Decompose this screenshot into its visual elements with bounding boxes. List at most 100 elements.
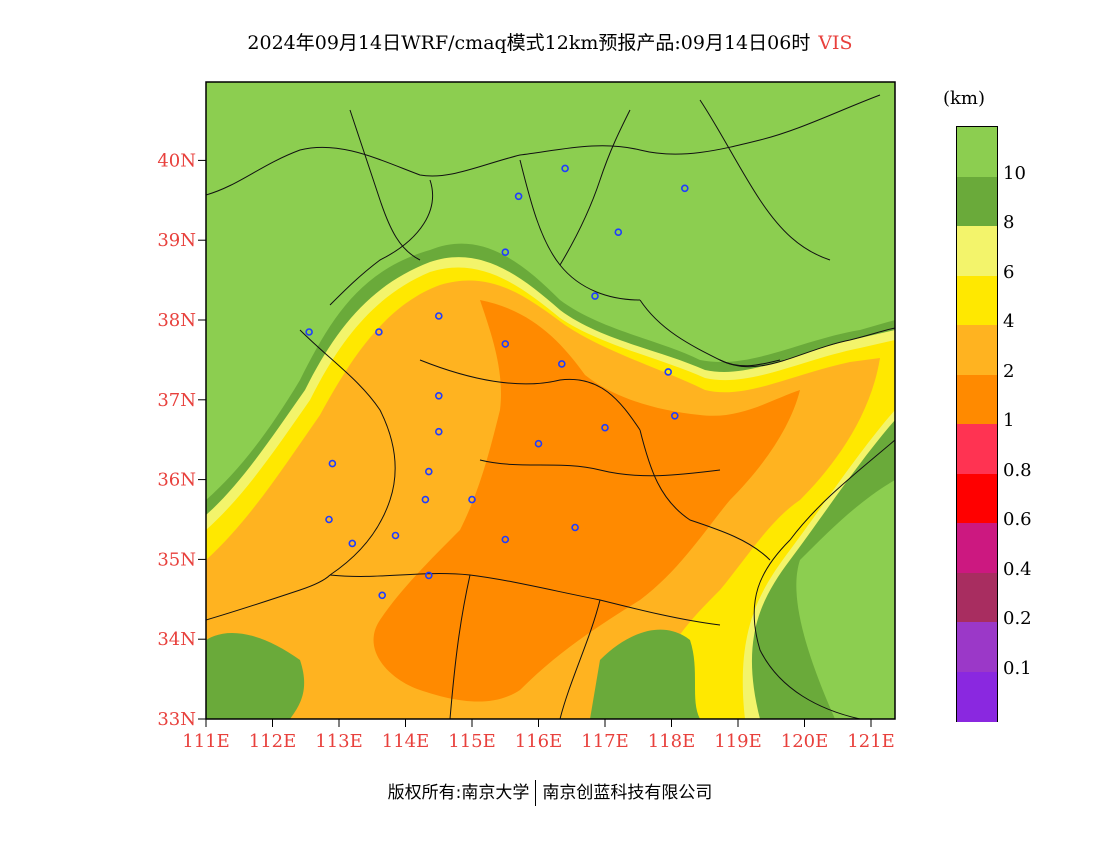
city-marker bbox=[557, 360, 566, 368]
legend-swatch bbox=[957, 424, 997, 474]
lat-tick-label: 36N bbox=[157, 470, 196, 491]
legend-swatch bbox=[957, 374, 997, 425]
lat-axis-labels: 33N 34N 35N 36N 37N 38N 39N 40N bbox=[157, 150, 196, 730]
city-marker bbox=[348, 539, 357, 548]
lon-axis-labels: 111E 112E 113E 114E 115E 116E 117E 118E 119E 120E… bbox=[182, 731, 895, 752]
city-markers bbox=[305, 164, 689, 600]
lon-tick-label: 113E bbox=[315, 731, 363, 752]
copyright-footer: 版权所有:南京大学 南京创蓝科技有限公司 bbox=[0, 778, 1100, 806]
boundary-line bbox=[206, 574, 331, 621]
city-marker bbox=[328, 459, 337, 468]
boundary-line bbox=[329, 573, 721, 626]
legend-label: 10 bbox=[1003, 162, 1026, 184]
field-dark-orange-core bbox=[373, 300, 800, 702]
field-green-southwest bbox=[206, 632, 305, 719]
city-marker bbox=[561, 164, 569, 173]
city-marker bbox=[424, 467, 433, 476]
legend-swatch bbox=[957, 622, 997, 672]
city-marker bbox=[501, 248, 510, 256]
boundary-line bbox=[639, 299, 781, 367]
legend-swatch bbox=[957, 473, 997, 524]
legend-swatch bbox=[957, 671, 997, 722]
city-marker bbox=[434, 427, 443, 436]
city-marker bbox=[534, 439, 543, 448]
lon-tick-label: 115E bbox=[448, 731, 496, 752]
city-marker bbox=[424, 571, 433, 580]
city-marker bbox=[378, 591, 387, 600]
city-marker bbox=[391, 531, 400, 540]
color-legend bbox=[956, 126, 998, 722]
legend-swatch bbox=[957, 572, 997, 623]
city-marker bbox=[501, 535, 510, 544]
boundary-line bbox=[419, 359, 641, 431]
city-marker bbox=[571, 523, 579, 532]
field-dark-orange-patch bbox=[480, 496, 591, 604]
boundary-line bbox=[449, 574, 471, 719]
boundary-line bbox=[299, 329, 396, 576]
city-marker bbox=[664, 368, 673, 376]
city-marker bbox=[501, 340, 510, 348]
lat-tick-label: 39N bbox=[157, 230, 196, 251]
city-marker bbox=[421, 495, 430, 504]
city-marker bbox=[601, 423, 609, 432]
field-green-south bbox=[590, 629, 700, 719]
lat-tick-label: 40N bbox=[157, 150, 196, 171]
footer-left: 版权所有:南京大学 bbox=[387, 783, 530, 803]
footer-right: 南京创蓝科技有限公司 bbox=[542, 783, 713, 803]
legend-swatch bbox=[957, 523, 997, 573]
lat-tick-label: 35N bbox=[157, 549, 196, 570]
footer-separator bbox=[535, 780, 537, 806]
legend-swatch bbox=[957, 176, 997, 227]
axis-ticks bbox=[198, 159, 872, 727]
legend-label: 0.4 bbox=[1003, 558, 1032, 580]
city-marker bbox=[325, 515, 333, 524]
coastline bbox=[719, 327, 895, 368]
legend-label: 6 bbox=[1003, 261, 1015, 283]
title-variable: VIS bbox=[818, 32, 853, 54]
city-marker bbox=[680, 184, 689, 193]
legend-swatch bbox=[957, 325, 997, 375]
province-boundaries bbox=[206, 94, 895, 719]
city-marker bbox=[614, 228, 623, 236]
lon-tick-label: 118E bbox=[648, 731, 696, 752]
boundary-line bbox=[699, 99, 831, 261]
lon-tick-label: 121E bbox=[847, 731, 895, 752]
boundary-line bbox=[479, 459, 721, 477]
boundary-line bbox=[206, 94, 881, 196]
city-marker bbox=[468, 495, 476, 504]
legend-swatch bbox=[957, 226, 997, 276]
lon-tick-label: 119E bbox=[714, 731, 762, 752]
city-marker bbox=[514, 192, 523, 201]
lon-tick-label: 114E bbox=[382, 731, 430, 752]
lat-tick-label: 34N bbox=[157, 629, 196, 650]
legend-label: 0.2 bbox=[1003, 608, 1032, 629]
legend-label: 8 bbox=[1003, 212, 1015, 233]
title-text: 2024年09月14日WRF/cmaq模式12km预报产品:09月14日06时 bbox=[247, 32, 811, 54]
city-marker bbox=[670, 411, 679, 420]
lon-tick-label: 117E bbox=[581, 731, 629, 752]
lon-tick-label: 116E bbox=[515, 731, 563, 752]
lat-tick-label: 38N bbox=[157, 310, 196, 331]
boundary-line bbox=[559, 599, 601, 719]
map-frame bbox=[205, 81, 896, 720]
lat-tick-label: 33N bbox=[157, 709, 196, 730]
map-field bbox=[206, 82, 895, 719]
legend-label: 2 bbox=[1003, 360, 1015, 382]
field-green-sea bbox=[796, 480, 895, 719]
city-marker bbox=[434, 312, 443, 320]
coastline bbox=[753, 439, 895, 719]
legend-unit: (km) bbox=[943, 88, 986, 109]
boundary-line bbox=[349, 109, 421, 261]
lat-tick-label: 37N bbox=[157, 390, 196, 411]
city-marker bbox=[305, 328, 313, 336]
legend-swatch bbox=[957, 275, 997, 326]
legend-label: 0.8 bbox=[1003, 459, 1032, 481]
legend-label: 0.6 bbox=[1003, 509, 1032, 530]
legend-label: 0.1 bbox=[1003, 657, 1032, 679]
lon-tick-label: 112E bbox=[249, 731, 297, 752]
lon-tick-label: 111E bbox=[182, 731, 230, 752]
boundary-line bbox=[559, 109, 631, 266]
map-title: 2024年09月14日WRF/cmaq模式12km预报产品:09月14日06时 V… bbox=[0, 28, 1100, 55]
city-marker bbox=[591, 292, 599, 300]
legend-label: 4 bbox=[1003, 311, 1015, 332]
